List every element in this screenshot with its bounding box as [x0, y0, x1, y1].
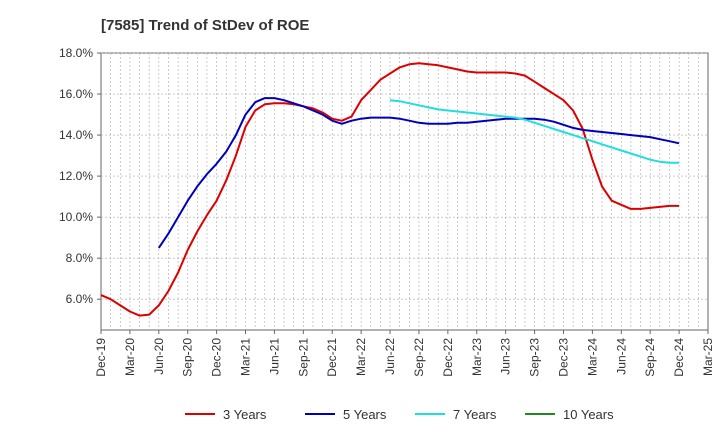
x-tick-label: Mar-25: [701, 338, 715, 376]
x-axis-labels: Dec-19 Mar-20 Jun-20 Sep-20 Dec-20 Mar-21 Jun-…: [94, 330, 715, 377]
series-line-5-years: [157, 97, 680, 249]
plot-area: [100, 52, 709, 331]
chart-title: [7585] Trend of StDev of ROE: [101, 17, 309, 34]
x-tick-label: Jun-21: [267, 338, 281, 375]
x-tick-label: Dec-21: [325, 338, 339, 377]
y-tick-label: 10.0%: [59, 210, 93, 224]
x-tick-label: Dec-22: [441, 338, 455, 377]
legend: 3 Years 5 Years 7 Years 10 Years: [185, 407, 614, 422]
x-tick-label: Dec-20: [210, 338, 224, 377]
series-line-7-years: [389, 99, 680, 164]
legend-label: 5 Years: [343, 407, 387, 422]
x-tick-label: Dec-24: [672, 338, 686, 377]
grid-horizontal: [101, 52, 708, 300]
x-tick-label: Mar-24: [585, 338, 599, 376]
x-tick-label: Mar-21: [239, 338, 253, 376]
series-layer: [100, 62, 680, 317]
x-tick-label: Jun-22: [383, 338, 397, 375]
x-tick-label: Mar-20: [123, 338, 137, 376]
y-tick-label: 12.0%: [59, 169, 93, 183]
x-tick-label: Sep-23: [528, 338, 542, 377]
y-tick-label: 14.0%: [59, 128, 93, 142]
x-tick-label: Jun-23: [499, 338, 513, 375]
legend-label: 3 Years: [223, 407, 267, 422]
x-tick-label: Jun-20: [152, 338, 166, 375]
legend-label: 7 Years: [453, 407, 497, 422]
x-tick-label: Mar-22: [354, 338, 368, 376]
x-tick-label: Sep-22: [412, 338, 426, 377]
x-tick-label: Mar-23: [470, 338, 484, 376]
y-axis-labels: 6.0% 8.0% 10.0% 12.0% 14.0% 16.0% 18.0%: [59, 46, 101, 306]
x-tick-label: Sep-21: [296, 338, 310, 377]
x-tick-label: Dec-23: [556, 338, 570, 377]
x-tick-label: Sep-24: [643, 338, 657, 377]
y-tick-label: 16.0%: [59, 87, 93, 101]
x-tick-label: Jun-24: [614, 338, 628, 375]
y-tick-label: 18.0%: [59, 46, 93, 60]
y-tick-label: 6.0%: [66, 292, 94, 306]
legend-label: 10 Years: [563, 407, 614, 422]
x-tick-label: Sep-20: [181, 338, 195, 377]
x-tick-label: Dec-19: [94, 338, 108, 377]
y-tick-label: 8.0%: [66, 251, 94, 265]
